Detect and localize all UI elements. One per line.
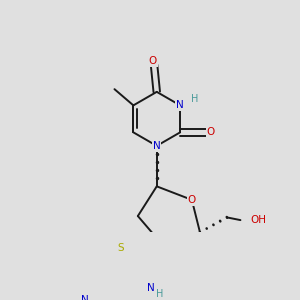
- Text: H: H: [156, 289, 163, 298]
- Text: O: O: [206, 128, 215, 137]
- Text: H: H: [191, 94, 199, 103]
- Text: N: N: [81, 295, 89, 300]
- Text: N: N: [176, 100, 184, 110]
- Text: O: O: [148, 56, 157, 66]
- Text: O: O: [188, 195, 196, 205]
- Text: OH: OH: [250, 215, 266, 225]
- Text: N: N: [147, 283, 154, 293]
- Text: N: N: [153, 141, 160, 151]
- Text: S: S: [117, 243, 124, 254]
- Polygon shape: [145, 254, 170, 281]
